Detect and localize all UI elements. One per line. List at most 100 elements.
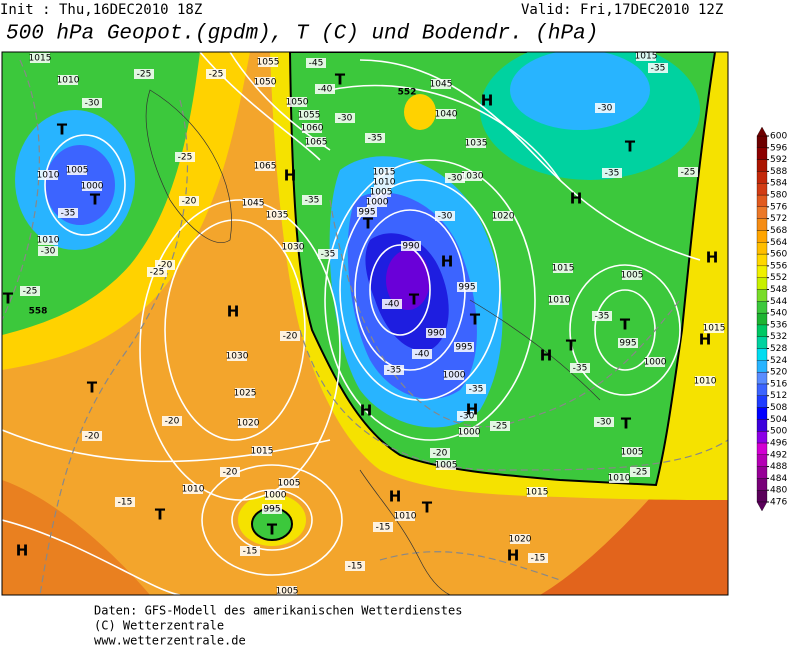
temperature-label: -15 xyxy=(243,547,258,557)
temperature-label: -15 xyxy=(348,562,363,572)
temperature-label: -35 xyxy=(605,169,620,179)
pressure-label-bg xyxy=(436,460,456,470)
field-cyan xyxy=(510,52,650,130)
pressure-center: T xyxy=(57,121,68,139)
pressure-center: H xyxy=(699,331,712,349)
temperature-label: -30 xyxy=(598,104,613,114)
pressure-label-bg xyxy=(367,197,387,207)
temperature-label-bg xyxy=(382,299,402,309)
pressure-center: T xyxy=(620,316,631,334)
isotherm xyxy=(299,329,728,471)
temperature-label-bg xyxy=(345,561,365,571)
temperature-label: -40 xyxy=(385,300,400,310)
pressure-label: 1015 xyxy=(635,52,658,62)
temperature-label: -30 xyxy=(438,212,453,222)
colorbar-swatch xyxy=(756,348,768,361)
temperature-label: -20 xyxy=(223,468,238,478)
pressure-label: 1025 xyxy=(234,389,257,399)
colorbar-swatch xyxy=(756,301,768,314)
temperature-label-bg xyxy=(220,467,240,477)
colorbar-label: 592 xyxy=(770,155,787,165)
temperature-label: -30 xyxy=(448,174,463,184)
pressure-label-bg xyxy=(243,198,263,208)
pressure-label: 1010 xyxy=(394,512,417,522)
colorbar-swatch xyxy=(756,431,768,444)
colorbar-label: 540 xyxy=(770,309,787,319)
temperature-label-bg xyxy=(602,168,622,178)
isotherm xyxy=(379,551,561,581)
isobar xyxy=(201,464,343,576)
pressure-label-bg xyxy=(302,123,322,133)
pressure-label-bg xyxy=(444,370,464,380)
colorbar-label: 584 xyxy=(770,179,787,189)
temperature-label-bg xyxy=(162,416,182,426)
pressure-center: H xyxy=(284,167,297,185)
pressure-center: T xyxy=(87,379,98,397)
pressure-label: 1005 xyxy=(621,271,644,281)
pressure-label-bg xyxy=(622,447,642,457)
pressure-label-bg xyxy=(265,490,285,500)
coastline xyxy=(359,469,451,595)
colorbar-swatch xyxy=(756,230,768,243)
pressure-center: H xyxy=(507,547,520,565)
temperature-label-bg xyxy=(373,522,393,532)
pressure-label: 1005 xyxy=(66,166,89,176)
isobar xyxy=(44,134,126,236)
pressure-label: 1000 xyxy=(366,198,389,208)
colorbar-swatch xyxy=(756,253,768,267)
pressure-label-bg xyxy=(283,242,303,252)
colorbar-swatch xyxy=(756,466,768,479)
field-warm xyxy=(2,480,150,595)
temperature-label-bg xyxy=(82,98,102,108)
isotherm xyxy=(2,59,40,321)
pressure-label: 1005 xyxy=(370,188,393,198)
pressure-label-bg xyxy=(401,241,421,251)
temperature-label: -40 xyxy=(415,350,430,360)
colorbar-label: 600 xyxy=(770,132,787,142)
temperature-label: -15 xyxy=(531,554,546,564)
footer-line: www.wetterzentrale.de xyxy=(94,634,246,648)
temperature-label: -35 xyxy=(321,250,336,260)
colorbar-swatch xyxy=(756,135,768,148)
pressure-label-bg xyxy=(277,586,297,595)
temperature-label-bg xyxy=(155,260,175,270)
temperature-label-bg xyxy=(58,208,78,218)
isobar xyxy=(139,199,341,501)
colorbar-label: 488 xyxy=(770,462,787,472)
temperature-label-bg xyxy=(384,365,404,375)
temperature-label-bg xyxy=(430,448,450,458)
pressure-label-bg xyxy=(262,504,282,514)
pressure-label-bg xyxy=(609,473,629,483)
temperature-label-bg xyxy=(466,384,486,394)
pressure-label: 1010 xyxy=(694,377,717,387)
temperature-label-bg xyxy=(82,431,102,441)
temperature-label: -30 xyxy=(597,418,612,428)
colorbar-label: 556 xyxy=(770,261,787,271)
pressure-label-bg xyxy=(38,235,58,245)
temperature-label-bg xyxy=(134,69,154,79)
isobar xyxy=(2,429,331,463)
colorbar-label: 560 xyxy=(770,250,787,260)
pressure-label: 990 xyxy=(427,329,444,339)
pressure-label: 995 xyxy=(455,343,472,353)
colorbar-label: 504 xyxy=(770,415,787,425)
pressure-label: 1010 xyxy=(37,171,60,181)
footer-line: (C) Wetterzentrale xyxy=(94,619,224,633)
temperature-label-bg xyxy=(318,249,338,259)
field-warm xyxy=(540,400,728,595)
pressure-center: H xyxy=(481,92,494,110)
temperature-label: -25 xyxy=(178,153,193,163)
pressure-center: H xyxy=(706,249,719,267)
pressure-label: 1030 xyxy=(282,243,305,253)
colorbar-label: 528 xyxy=(770,344,787,354)
isobar xyxy=(199,52,321,161)
pressure-label: 995 xyxy=(263,505,280,515)
temperature-label: -30 xyxy=(85,99,100,109)
colorbar-label: 508 xyxy=(770,403,787,413)
pressure-label-bg xyxy=(67,165,87,175)
geopotential-label: 552 xyxy=(398,88,417,98)
colorbar-swatch xyxy=(756,289,768,302)
pressure-center: T xyxy=(625,138,636,156)
colorbar-label: 484 xyxy=(770,474,787,484)
colorbar-swatch xyxy=(756,478,768,491)
